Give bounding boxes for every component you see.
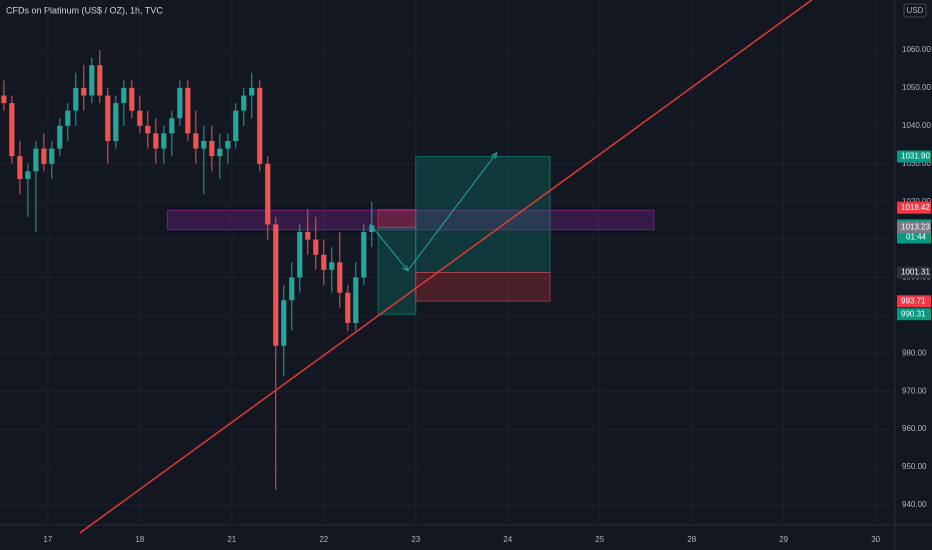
price-label-box [897, 201, 931, 214]
candle-body [329, 262, 335, 270]
candle-body [257, 87, 263, 164]
candle-body [177, 87, 183, 119]
trendline [79, 0, 813, 534]
candle-body [89, 65, 95, 96]
candle-body [129, 87, 135, 111]
candle-body [361, 231, 367, 278]
price-label-box [897, 295, 931, 308]
candle-body [289, 277, 295, 301]
candle-body [73, 87, 79, 111]
price-label-box [897, 221, 931, 234]
y-tick-label: 1030.00 [902, 159, 931, 168]
x-tick-label: 25 [595, 535, 604, 544]
y-tick-label: 1020.00 [902, 197, 931, 206]
price-label: 1013.23 [901, 222, 930, 231]
candle-body [169, 118, 175, 134]
y-tick-label: 1050.00 [902, 83, 931, 92]
x-tick-label: 22 [319, 535, 328, 544]
candle-body [81, 87, 87, 96]
candle-body [193, 133, 199, 149]
arrow-head [491, 151, 498, 159]
price-label: 1031.90 [901, 152, 930, 161]
candle-body [161, 133, 167, 149]
candle-body [49, 148, 55, 164]
currency-box[interactable] [903, 3, 927, 18]
candle-body [345, 292, 351, 323]
candle-body [41, 148, 47, 164]
candle-body [185, 87, 191, 134]
x-tick-label: 28 [687, 535, 696, 544]
candle-body [105, 95, 111, 142]
candle-body [9, 103, 15, 157]
price-label-box [897, 266, 931, 279]
candle-body [65, 110, 71, 126]
y-tick-label: 970.00 [902, 386, 927, 395]
candle-body [273, 224, 279, 346]
price-label-box [897, 150, 931, 163]
candle-body [217, 148, 223, 157]
price-label: 1018.42 [901, 203, 930, 212]
candle-body [313, 239, 319, 255]
candle-body [281, 300, 287, 346]
candle-body [137, 110, 143, 126]
candle-body [321, 254, 327, 270]
countdown: 01:44 [906, 232, 927, 241]
currency[interactable]: USD [907, 6, 924, 15]
y-tick-label: 950.00 [902, 462, 927, 471]
candle-body [265, 163, 271, 225]
zone [415, 272, 551, 302]
x-tick-label: 29 [779, 535, 788, 544]
candle-body [249, 87, 255, 96]
arrow-head [402, 264, 409, 272]
x-tick-label: 24 [503, 535, 512, 544]
candle-body [337, 262, 343, 293]
candle-body [241, 95, 247, 111]
x-tick-label: 30 [871, 535, 880, 544]
candle-body [369, 225, 375, 232]
candle-body [121, 87, 127, 104]
candle-body [1, 95, 7, 104]
zone [377, 209, 417, 228]
candle-body [57, 125, 63, 149]
y-tick-label: 960.00 [902, 424, 927, 433]
candle-body [145, 125, 151, 134]
candle-body [17, 156, 23, 179]
chart-title: CFDs on Platinum (US$ / OZ), 1h, TVC [6, 5, 163, 15]
price-label-box [897, 308, 931, 321]
candle-body [25, 171, 31, 179]
candle-body [225, 141, 231, 149]
x-tick-label: 17 [43, 535, 52, 544]
candle-body [233, 110, 239, 142]
countdown-box [897, 231, 931, 244]
zone [415, 156, 551, 274]
candle-body [305, 231, 311, 240]
price-label: 993.71 [901, 296, 926, 305]
x-tick-label: 21 [227, 535, 236, 544]
candle-body [353, 277, 359, 323]
y-tick-label: 980.00 [902, 348, 927, 357]
price-label: 990.31 [901, 309, 926, 318]
candle-body [297, 231, 303, 278]
price-label: 1001.31 [901, 268, 930, 277]
candle-body [113, 103, 119, 142]
y-tick-label: 1040.00 [902, 121, 931, 130]
y-tick-label: 1060.00 [902, 45, 931, 54]
candle-body [97, 65, 103, 96]
y-tick-label: 940.00 [902, 500, 927, 509]
candle-body [33, 148, 39, 172]
candle-body [201, 141, 207, 149]
plot [0, 0, 895, 534]
candle-body [153, 133, 159, 149]
candle-body [209, 141, 215, 157]
x-tick-label: 23 [411, 535, 420, 544]
x-tick-label: 18 [135, 535, 144, 544]
zone [166, 209, 655, 231]
